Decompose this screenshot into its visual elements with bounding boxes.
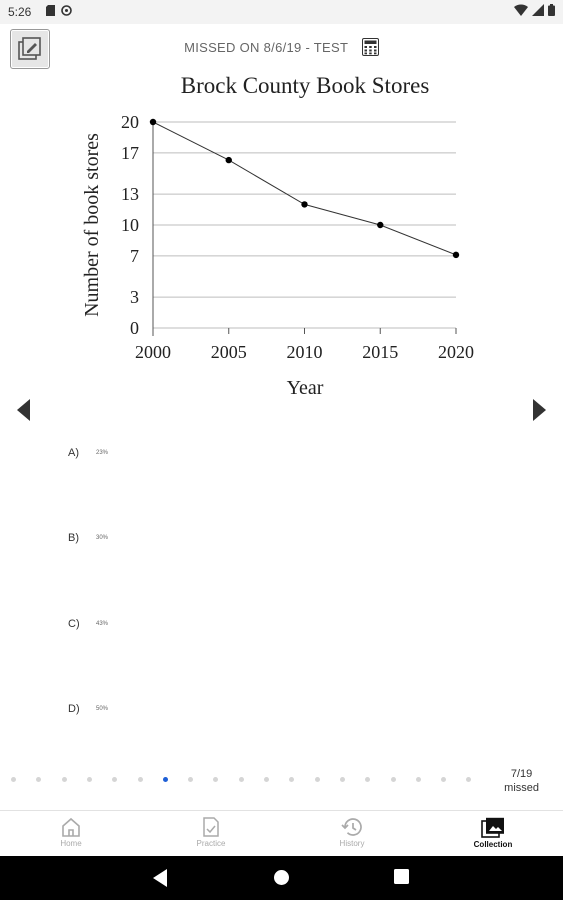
x-axis-label: Year — [287, 377, 324, 399]
pagination-dot[interactable] — [264, 777, 269, 782]
y-axis-label: Number of book stores — [81, 133, 103, 317]
answer-choice-a[interactable]: A) 23% — [68, 447, 108, 459]
answer-choice-c[interactable]: C) 43% — [68, 618, 108, 630]
pagination-dot[interactable] — [466, 777, 472, 782]
nav-collection[interactable]: Collection — [453, 817, 533, 849]
practice-icon — [203, 817, 219, 837]
nav-practice[interactable]: Practice — [171, 817, 251, 848]
pagination-dot[interactable] — [86, 777, 92, 782]
pagination-dot[interactable] — [137, 777, 143, 782]
pagination-dot[interactable] — [339, 777, 345, 782]
chart-title: Brock County Book Stores — [181, 73, 430, 98]
status-bar: 5:26 — [0, 0, 563, 24]
pagination-dot[interactable] — [238, 777, 244, 782]
status-time: 5:26 — [8, 5, 32, 19]
data-point — [301, 201, 308, 208]
missed-header: MISSED ON 8/6/19 - TEST — [0, 38, 563, 59]
y-tick-label: 3 — [130, 287, 139, 307]
choice-text: 50% — [96, 706, 109, 712]
choice-letter: B) — [68, 532, 79, 544]
home-button-icon[interactable] — [273, 869, 290, 886]
x-tick-label: 2000 — [135, 342, 171, 362]
missed-counter: 7/19 missed — [504, 767, 539, 795]
sync-icon — [61, 5, 72, 16]
edit-button[interactable] — [10, 29, 50, 69]
signal-icon — [532, 4, 544, 16]
x-tick-label: 2015 — [362, 342, 398, 362]
missed-status: missed — [504, 782, 539, 794]
choice-letter: A) — [68, 447, 79, 459]
pagination-dot[interactable] — [390, 777, 396, 782]
nav-history-label: History — [339, 839, 365, 848]
pagination-dot[interactable] — [11, 777, 16, 782]
battery-icon — [548, 4, 555, 16]
x-tick-label: 2005 — [211, 342, 247, 362]
y-tick-label: 20 — [121, 112, 139, 132]
calculator-button[interactable] — [361, 38, 379, 59]
nav-practice-label: Practice — [196, 839, 226, 848]
choice-text: 23% — [96, 450, 109, 456]
system-navigation-bar — [0, 856, 563, 900]
pagination-dot[interactable] — [112, 777, 118, 782]
pagination-dot[interactable] — [314, 777, 320, 782]
wifi-icon — [514, 4, 528, 16]
data-point — [225, 156, 232, 164]
edit-icon — [18, 37, 41, 60]
pagination-dot[interactable] — [213, 777, 219, 782]
chart: Brock County Book Stores 0 3 7 10 13 17 20 200… — [60, 66, 500, 406]
y-tick-label: 10 — [121, 215, 139, 235]
calculator-icon — [361, 38, 379, 56]
history-icon — [341, 818, 362, 836]
pagination-dots — [0, 775, 490, 785]
previous-question-button[interactable] — [12, 398, 36, 422]
pagination-dot[interactable] — [289, 777, 295, 782]
y-tick-label: 13 — [121, 184, 139, 204]
recents-icon[interactable] — [394, 869, 409, 884]
missed-label: MISSED ON 8/6/19 - TEST — [184, 39, 348, 55]
nav-collection-label: Collection — [473, 840, 513, 849]
pagination-dot[interactable] — [415, 777, 421, 782]
back-icon[interactable] — [152, 869, 168, 887]
pagination-dot[interactable] — [61, 777, 67, 782]
nav-history[interactable]: History — [312, 817, 392, 848]
chevron-right-icon — [533, 399, 546, 421]
answer-choice-d[interactable]: D) 50% — [68, 703, 108, 715]
x-tick-label: 2010 — [287, 342, 323, 362]
collection-icon — [481, 817, 504, 838]
sd-card-icon — [46, 5, 55, 16]
nav-home[interactable]: Home — [31, 817, 111, 848]
series-line — [152, 121, 457, 256]
choice-text: 30% — [96, 535, 109, 541]
line-chart: Brock County Book Stores 0 3 7 10 13 17 20 200… — [81, 73, 474, 399]
pagination-dot[interactable] — [188, 777, 194, 782]
answer-choice-b[interactable]: B) 30% — [68, 532, 108, 544]
choice-text: 43% — [96, 621, 109, 627]
data-point — [377, 221, 384, 229]
pagination-dot[interactable] — [365, 777, 371, 782]
data-point — [149, 118, 157, 126]
data-point — [452, 251, 460, 259]
chevron-left-icon — [17, 399, 30, 421]
pagination-dot[interactable] — [441, 777, 447, 782]
missed-count: 7/19 — [510, 768, 533, 780]
y-tick-label: 0 — [130, 318, 139, 338]
nav-home-label: Home — [60, 839, 82, 848]
y-tick-label: 7 — [130, 246, 139, 266]
pagination-dot[interactable] — [162, 777, 168, 782]
choice-letter: C) — [68, 618, 80, 630]
home-icon — [62, 817, 80, 837]
x-tick-label: 2020 — [438, 342, 474, 362]
bottom-navigation: Home Practice History Collection — [0, 810, 563, 857]
next-question-button[interactable] — [527, 398, 551, 422]
pagination-dot[interactable] — [36, 777, 42, 782]
y-tick-label: 17 — [121, 143, 139, 163]
choice-letter: D) — [68, 703, 80, 715]
